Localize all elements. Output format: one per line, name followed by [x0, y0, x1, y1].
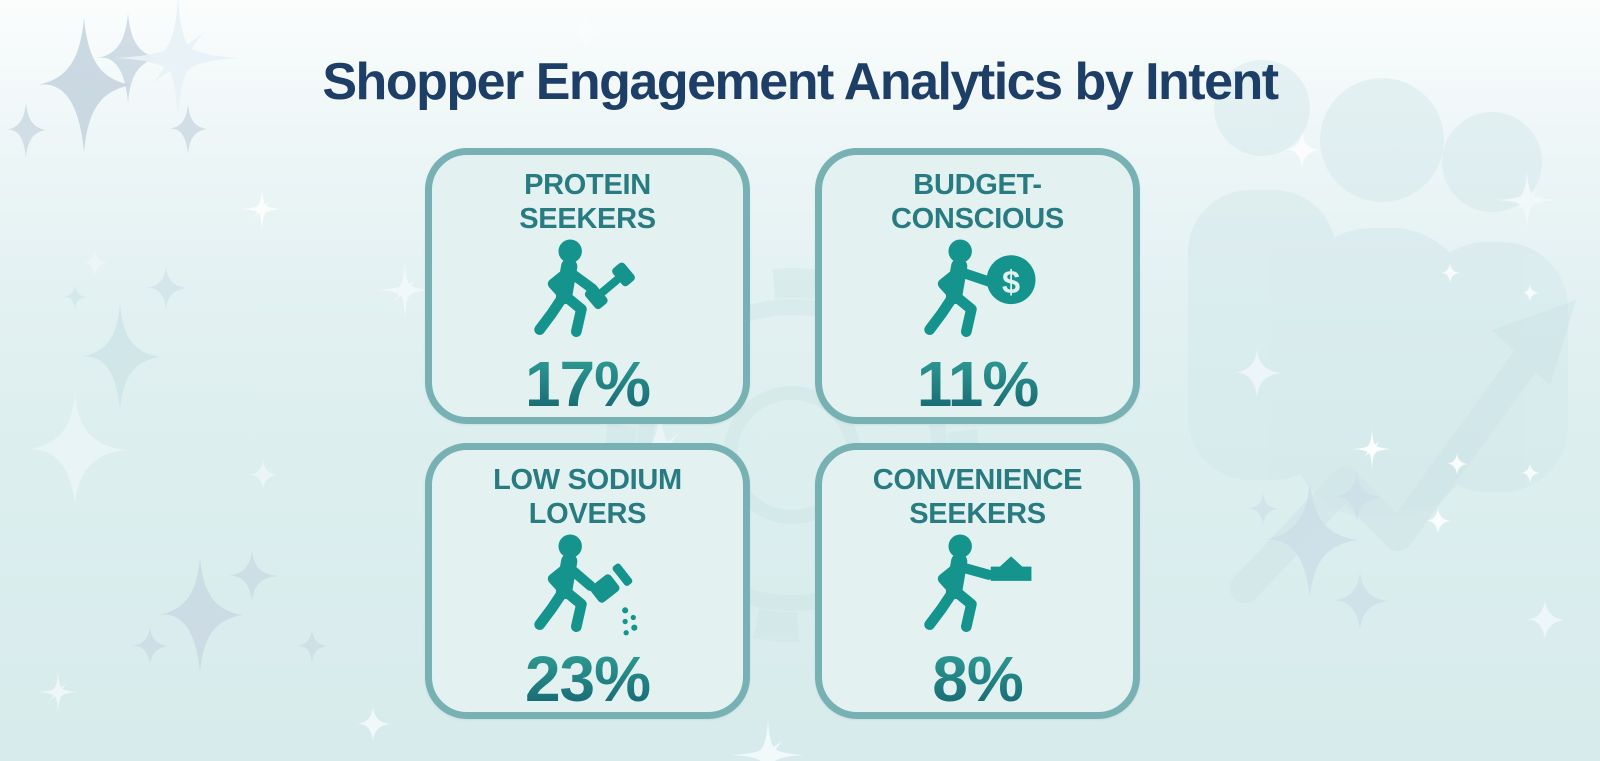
sparkle-icon	[568, 15, 602, 49]
sparkle-icon	[1262, 482, 1358, 598]
sparkle-icon	[1520, 463, 1540, 483]
sparkle-icon	[1521, 284, 1539, 302]
shopper-with-salt-shaker-icon	[533, 534, 637, 636]
card-icon-area	[907, 533, 1049, 647]
sparkle-icon	[1497, 170, 1557, 230]
sparkle-icon	[1446, 453, 1468, 475]
shopper-with-dumbbell-icon	[533, 239, 635, 338]
sparkle-icon	[1331, 572, 1389, 630]
card-percentage: 17%	[524, 348, 651, 421]
cards-grid: PROTEIN SEEKERS	[425, 148, 1140, 719]
sparkle-icon	[248, 460, 278, 490]
sparkle-icon	[732, 719, 804, 761]
sparkle-icon	[131, 627, 169, 665]
sparkle-icon	[25, 395, 125, 505]
sparkle-icon	[157, 557, 243, 673]
card-budget-conscious: BUDGET- CONSCIOUS $	[815, 148, 1140, 424]
sparkle-icon	[227, 551, 277, 601]
sparkle-icon	[356, 707, 390, 741]
card-title-line: CONVENIENCE	[872, 464, 1083, 496]
sparkle-icon	[1352, 429, 1392, 469]
card-title: BUDGET- CONSCIOUS	[891, 169, 1064, 236]
growth-arrow-watermark-icon	[1230, 300, 1576, 603]
sparkle-icon	[1247, 493, 1279, 525]
dollar-coin-icon: $	[986, 255, 1036, 305]
card-title: CONVENIENCE SEEKERS	[872, 464, 1083, 531]
card-title-line: PROTEIN	[524, 169, 651, 201]
package-box-icon	[990, 556, 1031, 582]
dumbbell-icon	[584, 262, 635, 310]
salt-shaker-icon	[589, 563, 637, 636]
sparkle-icon	[1284, 132, 1320, 168]
card-icon-area	[517, 533, 659, 647]
sparkle-icon	[37, 671, 79, 713]
card-title-line: BUDGET-	[913, 169, 1042, 201]
card-title-line: SEEKERS	[909, 497, 1046, 530]
sparkle-icon	[145, 267, 187, 309]
card-convenience-seekers: CONVENIENCE SEEKERS 8%	[815, 443, 1140, 719]
card-percentage: 11%	[916, 348, 1040, 421]
sparkle-icon	[63, 285, 87, 309]
sparkle-icon	[296, 630, 328, 662]
card-title-line: LOW SODIUM	[493, 464, 682, 496]
page-title: Shopper Engagement Analytics by Intent	[322, 53, 1279, 111]
card-title: LOW SODIUM LOVERS	[493, 464, 682, 531]
card-protein-seekers: PROTEIN SEEKERS	[425, 148, 750, 424]
sparkle-icon	[82, 250, 108, 276]
sparkle-icon	[1525, 600, 1565, 640]
card-icon-area	[517, 238, 659, 352]
card-percentage: 8%	[932, 643, 1023, 716]
card-title-line: CONSCIOUS	[891, 202, 1064, 235]
people-group-watermark-icon	[1188, 60, 1568, 518]
sparkle-icon	[1332, 472, 1382, 522]
card-title-line: LOVERS	[528, 497, 647, 530]
svg-text:$: $	[1002, 264, 1020, 300]
shopper-with-dollar-coin-icon: $	[923, 239, 1036, 338]
sparkle-icon	[241, 188, 283, 230]
sparkle-icon	[1233, 349, 1281, 397]
card-percentage: 23%	[524, 643, 651, 716]
sparkle-icon	[1425, 508, 1451, 534]
card-title: PROTEIN SEEKERS	[519, 169, 656, 236]
shopper-with-box-icon	[923, 534, 1031, 633]
card-icon-area: $	[907, 238, 1049, 352]
sparkle-icon	[80, 304, 160, 410]
card-low-sodium-lovers: LOW SODIUM LOVERS	[425, 443, 750, 719]
sparkle-icon	[1440, 263, 1460, 283]
card-title-line: SEEKERS	[519, 202, 656, 235]
